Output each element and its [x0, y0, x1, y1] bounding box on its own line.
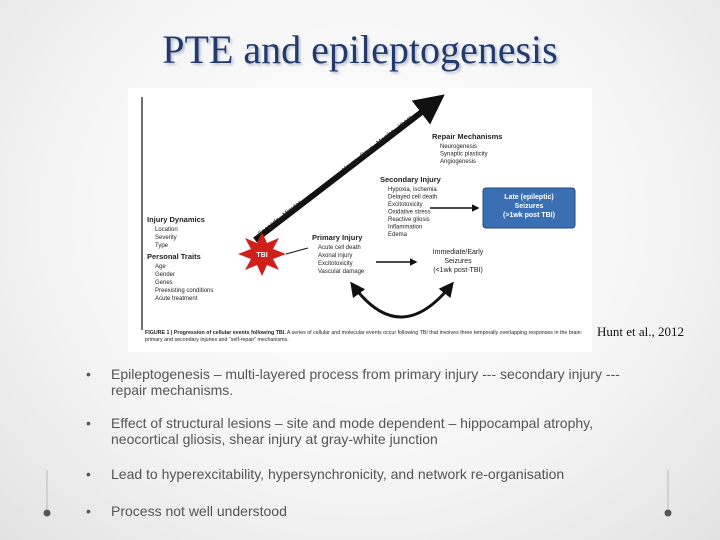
group-item: Hypoxia, ischemia	[388, 187, 437, 193]
tbi-burst	[238, 232, 286, 276]
group-item: Excitotoxicity	[388, 202, 423, 208]
group-item: Reactive gliosis	[388, 217, 430, 223]
bullet: • Effect of structural lesions – site and…	[86, 415, 646, 447]
group-item: Acute cell death	[318, 245, 361, 251]
group-item: Delayed cell death	[388, 195, 437, 201]
bullet-text: Lead to hyperexcitability, hypersynchron…	[111, 466, 565, 482]
bullet-text: Effect of structural lesions – site and …	[111, 415, 594, 447]
bullet-marker: •	[86, 466, 91, 482]
citation: Hunt et al., 2012	[597, 324, 685, 339]
group-item: Acute treatment	[155, 296, 198, 302]
slide-title: PTE and epileptogenesis	[162, 27, 558, 72]
bullet-text: Epileptogenesis – multi-layered process …	[111, 366, 620, 398]
group-item: Location	[155, 227, 178, 233]
bullet-text: Process not well understood	[111, 503, 287, 519]
group-item: Oxidative stress	[388, 210, 431, 216]
group-item: Vascular damage	[318, 269, 365, 275]
group-item: Genes	[155, 280, 173, 286]
late-seizure-label: Seizures	[515, 203, 544, 210]
group-heading: Primary Injury	[312, 233, 363, 242]
cycle-arrow	[350, 281, 454, 319]
late-seizure-label: Late (epileptic)	[504, 194, 553, 201]
bullet: • Process not well understood	[86, 503, 646, 519]
group-heading: Repair Mechanisms	[432, 132, 502, 141]
group-heading: Injury Dynamics	[147, 215, 205, 224]
bullet: • Lead to hyperexcitability, hypersynchro…	[86, 466, 646, 482]
early-seizure-label: (<1wk post-TBI)	[433, 267, 483, 274]
timeline-arrow	[253, 94, 445, 243]
figure-caption: FIGURE 1 | Progression of cellular event…	[145, 330, 585, 344]
early-seizure-label: Immediate/Early	[433, 249, 484, 256]
group-item: Edema	[388, 232, 408, 238]
group-item: Severity	[155, 235, 177, 241]
bullet: • Epileptogenesis – multi-layered process…	[86, 366, 646, 398]
group-item: Type	[155, 243, 169, 249]
connector	[285, 247, 309, 255]
decor-dot	[664, 509, 672, 517]
group-item: Angiogenesis	[440, 159, 476, 165]
group-item: Neurogenesis	[440, 144, 477, 150]
tbi-label: TBI	[256, 252, 267, 259]
group-item: Preexisting conditions	[155, 288, 213, 294]
late-seizure-box	[482, 187, 576, 229]
bullet-marker: •	[86, 503, 91, 519]
group-item: Age	[155, 264, 166, 270]
bullet-marker: •	[86, 366, 91, 382]
group-item: Synaptic plasticity	[440, 152, 488, 158]
group-item: Gender	[155, 272, 175, 278]
caption-label: FIGURE 1 | Progression of cellular event…	[145, 330, 286, 336]
group-item: Inflammation	[388, 225, 422, 231]
group-item: Axonal injury	[318, 253, 352, 259]
early-seizure-label: Seizures	[444, 258, 472, 265]
caption-text: A series of cellular and molecular event…	[145, 330, 583, 343]
late-seizure-label: (>1wk post TBI)	[503, 212, 555, 219]
group-heading: Personal Traits	[147, 252, 201, 261]
decor-dot	[43, 509, 51, 517]
bullet-marker: •	[86, 415, 91, 431]
group-heading: Secondary Injury	[380, 175, 442, 184]
group-item: Excitotoxicity	[318, 261, 353, 267]
